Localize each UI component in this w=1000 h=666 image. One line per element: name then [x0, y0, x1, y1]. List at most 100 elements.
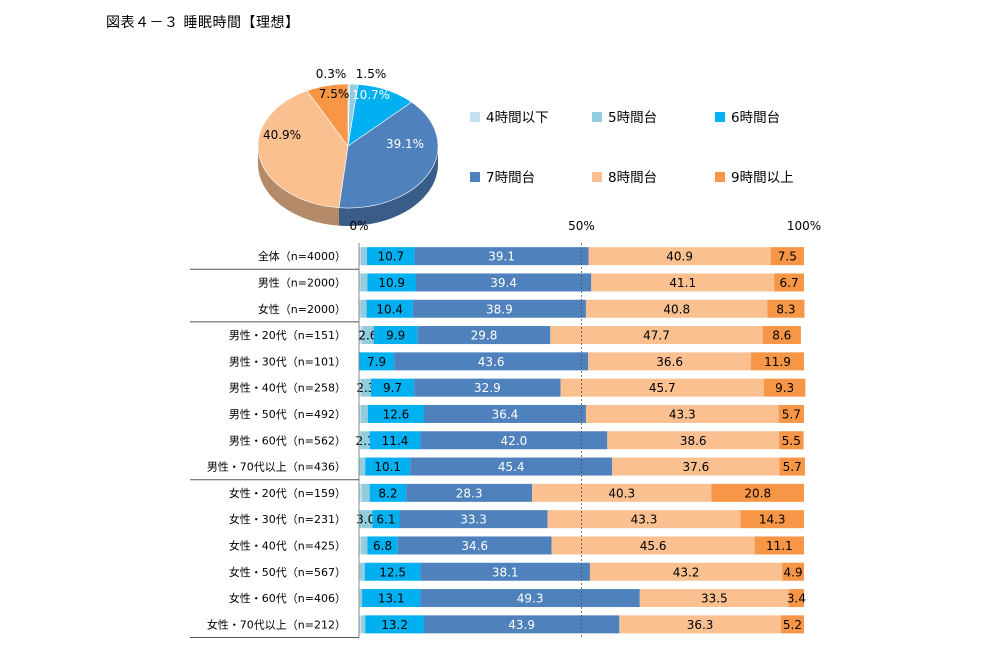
bar-segment-series-3 — [365, 615, 424, 634]
bar-segment-series-4 — [423, 404, 586, 423]
pie-label-series-5: 40.9% — [263, 128, 301, 142]
bar-value-label: 38.9 — [486, 302, 513, 316]
bar-value-label: 11.9 — [764, 355, 791, 369]
bar-segment-series-2 — [361, 536, 368, 555]
bar-value-label: 34.6 — [461, 539, 488, 553]
bar-segment-series-2 — [359, 457, 366, 476]
bar-segment-series-1 — [359, 247, 361, 266]
category-label: 女性・40代（n=425） — [229, 538, 346, 552]
pie-label-series-6: 7.5% — [319, 87, 350, 101]
bar-segment-series-4 — [420, 431, 608, 450]
bar-segment-series-4 — [399, 510, 548, 529]
bar-value-label: 10.4 — [376, 302, 403, 316]
bar-value-label: 6.8 — [373, 539, 392, 553]
bar-segment-series-2 — [361, 615, 366, 634]
bar-segment-series-3 — [369, 431, 421, 450]
bar-segment-series-2 — [360, 404, 368, 423]
bar-value-label: 3.4 — [787, 592, 806, 606]
bar-segment-series-3 — [362, 589, 421, 608]
bar-segment-series-6 — [788, 589, 804, 608]
bar-value-label: 40.9 — [666, 250, 693, 264]
bar-value-label: 43.2 — [673, 565, 700, 579]
bar-segment-series-5 — [547, 510, 741, 529]
bar-value-label: 49.3 — [517, 592, 544, 606]
bar-value-label: 39.1 — [488, 250, 515, 264]
bar-value-label: 29.8 — [471, 329, 498, 343]
bar-segment-series-1 — [359, 299, 361, 318]
bar-segment-series-6 — [778, 404, 804, 423]
bar-value-label: 20.8 — [744, 486, 771, 500]
bar-value-label: 5.2 — [783, 618, 802, 632]
bar-value-label: 45.4 — [498, 460, 525, 474]
bar-segment-series-1 — [359, 536, 362, 555]
bar-segment-series-6 — [762, 326, 801, 345]
bar-value-label: 37.6 — [683, 460, 710, 474]
bar-segment-series-2 — [360, 247, 368, 266]
bar-segment-series-5 — [532, 483, 712, 502]
legend-swatch-series-4 — [470, 172, 480, 182]
legend-swatch-series-3 — [715, 112, 725, 122]
bar-segment-series-2 — [360, 431, 370, 450]
bar-segment-series-3 — [366, 299, 413, 318]
bar-segment-series-3 — [372, 510, 400, 529]
x-tick-label: 100% — [787, 219, 821, 233]
bar-value-label: 7.9 — [367, 355, 386, 369]
bar-segment-series-2 — [360, 273, 368, 292]
category-label: 女性・20代（n=159） — [229, 486, 346, 500]
bar-value-label: 12.6 — [383, 407, 410, 421]
bar-segment-series-5 — [560, 378, 764, 397]
pie-chart: 0.3% 1.5% 10.7% 39.1% 40.9% 7.5% — [257, 67, 439, 226]
bar-segment-series-3 — [359, 352, 395, 371]
bar-segment-series-2 — [360, 378, 372, 397]
pie-slice-series-5 — [257, 90, 349, 209]
bar-segment-series-5 — [619, 615, 781, 634]
bar-segment-series-6 — [767, 299, 805, 318]
bar-value-label: 13.2 — [381, 618, 408, 632]
bar-segment-series-4 — [394, 352, 589, 371]
bar-value-label: 41.1 — [669, 276, 696, 290]
bar-segment-series-5 — [551, 536, 755, 555]
bar-segment-series-1 — [359, 273, 361, 292]
category-label: 男性・30代（n=101） — [229, 354, 346, 368]
bar-value-label: 5.5 — [782, 434, 801, 448]
bar-value-label: 9.9 — [386, 329, 405, 343]
pie-slice-series-4 — [338, 101, 439, 209]
bar-value-label: 12.5 — [379, 565, 406, 579]
legend-swatch-series-6 — [715, 172, 725, 182]
bar-value-label: 36.4 — [492, 407, 519, 421]
pie-side-series-4 — [338, 146, 438, 226]
bar-value-label: 39.4 — [490, 276, 517, 290]
bar-segment-series-1 — [359, 483, 362, 502]
bar-value-label: 5.7 — [782, 407, 801, 421]
bar-segment-series-2 — [359, 510, 373, 529]
bar-segment-series-3 — [367, 404, 424, 423]
x-tick-label: 50% — [568, 219, 595, 233]
bar-segment-series-5 — [612, 457, 780, 476]
bar-value-label: 11.4 — [382, 434, 409, 448]
bar-segment-series-6 — [779, 431, 804, 450]
bar-value-label: 7.5 — [778, 250, 797, 264]
bar-segment-series-2 — [361, 483, 370, 502]
bar-value-label: 5.7 — [783, 460, 802, 474]
bar-value-label: 43.3 — [631, 513, 658, 527]
bar-segment-series-2 — [359, 562, 365, 581]
bar-value-label: 3.0 — [356, 513, 375, 527]
bar-segment-series-6 — [780, 615, 804, 634]
bar-segment-series-4 — [410, 457, 613, 476]
bar-value-label: 45.7 — [649, 381, 676, 395]
bar-value-label: 10.7 — [377, 250, 404, 264]
bar-segment-series-6 — [763, 378, 806, 397]
category-label: 男性・20代（n=151） — [229, 328, 346, 342]
bar-segment-series-3 — [373, 326, 418, 345]
bar-value-label: 38.1 — [492, 565, 519, 579]
bar-value-label: 43.9 — [508, 618, 535, 632]
legend-label-series-4: 7時間台 — [486, 170, 535, 186]
bar-value-label: 32.9 — [474, 381, 501, 395]
bar-value-label: 14.3 — [759, 513, 786, 527]
bar-segment-series-6 — [770, 247, 804, 266]
bar-value-label: 43.3 — [669, 407, 696, 421]
figure-title: 図表４－３ 睡眠時間【理想】 — [106, 15, 300, 31]
legend-swatch-series-5 — [592, 172, 602, 182]
bar-segment-series-5 — [550, 326, 763, 345]
x-tick-label: 0% — [349, 219, 368, 233]
